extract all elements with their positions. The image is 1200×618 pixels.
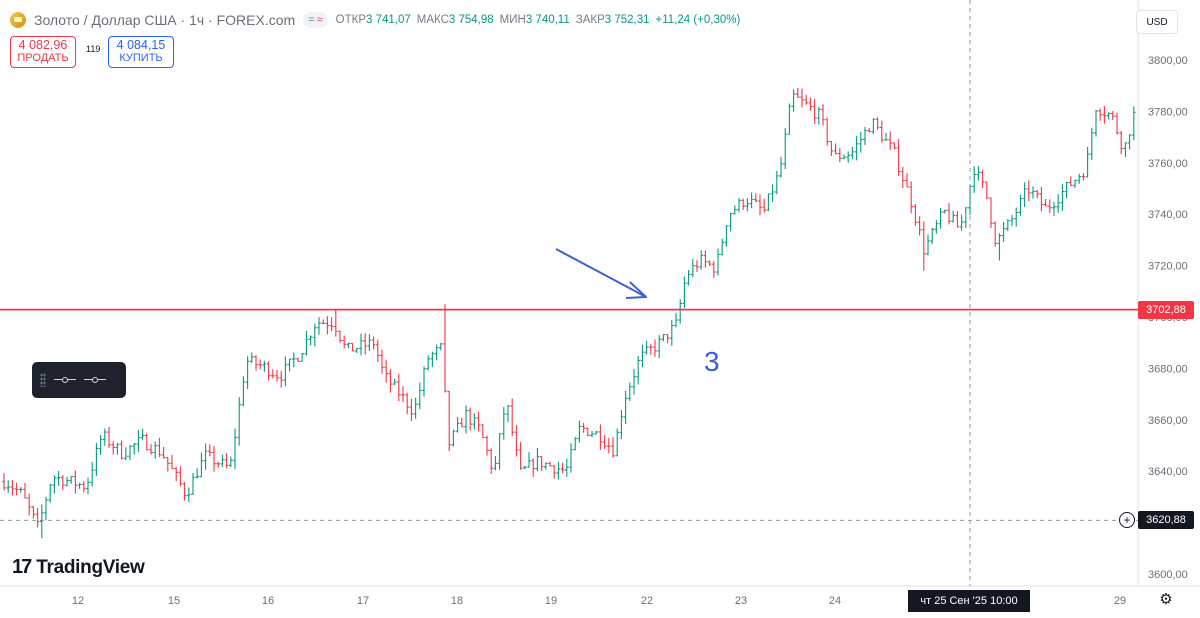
y-tick-label: 3760,00 <box>1148 158 1188 170</box>
drag-handle-icon[interactable] <box>40 373 46 387</box>
y-tick-label: 3740,00 <box>1148 209 1188 221</box>
y-tick-label: 3660,00 <box>1148 415 1188 427</box>
y-tick-label: 3800,00 <box>1148 55 1188 67</box>
line-width-icon[interactable] <box>84 375 106 385</box>
annotation-number: 3 <box>704 346 720 377</box>
x-tick-label: 23 <box>735 595 747 607</box>
buy-price: 4 084,15 <box>116 38 166 52</box>
ohlc-change: +11,24 (+0,30%) <box>655 14 741 26</box>
add-plus-icon[interactable]: + <box>1119 512 1135 529</box>
brand-name: TradingView <box>36 556 145 578</box>
crosshair-date-label: чт 25 Сен '25 10:00 <box>908 590 1030 612</box>
tradingview-logo[interactable]: 17 TradingView <box>12 556 145 579</box>
equal-icon: = <box>308 14 315 26</box>
mode-badge[interactable]: = ≈ <box>303 12 328 28</box>
symbol-header: Золото / Доллар США · 1ч · FOREX.com = ≈… <box>10 8 740 32</box>
x-tick-label: 29 <box>1114 595 1126 607</box>
x-tick-label: 19 <box>545 595 557 607</box>
sell-label: ПРОДАТЬ <box>17 52 69 64</box>
spread-value: 119 <box>86 44 101 54</box>
y-tick-label: 3720,00 <box>1148 261 1188 273</box>
y-tick-label: 3640,00 <box>1148 466 1188 478</box>
x-tick-label: 15 <box>168 595 180 607</box>
x-tick-label: 18 <box>451 595 463 607</box>
approx-icon: ≈ <box>316 14 323 26</box>
drawing-toolbar[interactable] <box>32 362 126 398</box>
y-tick-label: 3780,00 <box>1148 106 1188 118</box>
y-tick-label: 3600,00 <box>1148 569 1188 581</box>
y-tick-label: 3680,00 <box>1148 363 1188 375</box>
sell-price: 4 082,96 <box>18 38 68 52</box>
x-tick-label: 22 <box>641 595 653 607</box>
line-style-icon[interactable] <box>54 375 76 385</box>
x-tick-label: 12 <box>72 595 84 607</box>
annotation-arrow-line <box>555 248 647 298</box>
settings-gear-icon[interactable]: ⚙ <box>1159 591 1173 608</box>
ohlc-open: ОТКР3 741,07 <box>335 14 411 26</box>
sell-button[interactable]: 4 082,96 ПРОДАТЬ <box>10 36 76 68</box>
buy-button[interactable]: 4 084,15 КУПИТЬ <box>108 36 174 68</box>
crosshair-price-tag: 3620,88 <box>1138 511 1194 530</box>
x-tick-label: 24 <box>829 595 841 607</box>
ohlc-low: МИН3 740,11 <box>499 14 570 26</box>
symbol-title[interactable]: Золото / Доллар США · 1ч · FOREX.com <box>34 12 296 28</box>
currency-selector[interactable]: USD <box>1136 10 1178 34</box>
ohlc-high: МАКС3 754,98 <box>416 14 494 26</box>
annotation-arrowhead <box>625 281 647 299</box>
gold-icon <box>10 12 26 28</box>
tradingview-mark-icon: 17 <box>12 556 32 578</box>
level-price-tag[interactable]: 3702,88 <box>1138 300 1194 319</box>
x-tick-label: 16 <box>262 595 274 607</box>
buy-label: КУПИТЬ <box>119 52 163 64</box>
ohlc-readout: ОТКР3 741,07 МАКС3 754,98 МИН3 740,11 ЗА… <box>336 14 741 26</box>
x-tick-label: 17 <box>357 595 369 607</box>
ohlc-close: ЗАКР3 752,31 <box>575 14 650 26</box>
